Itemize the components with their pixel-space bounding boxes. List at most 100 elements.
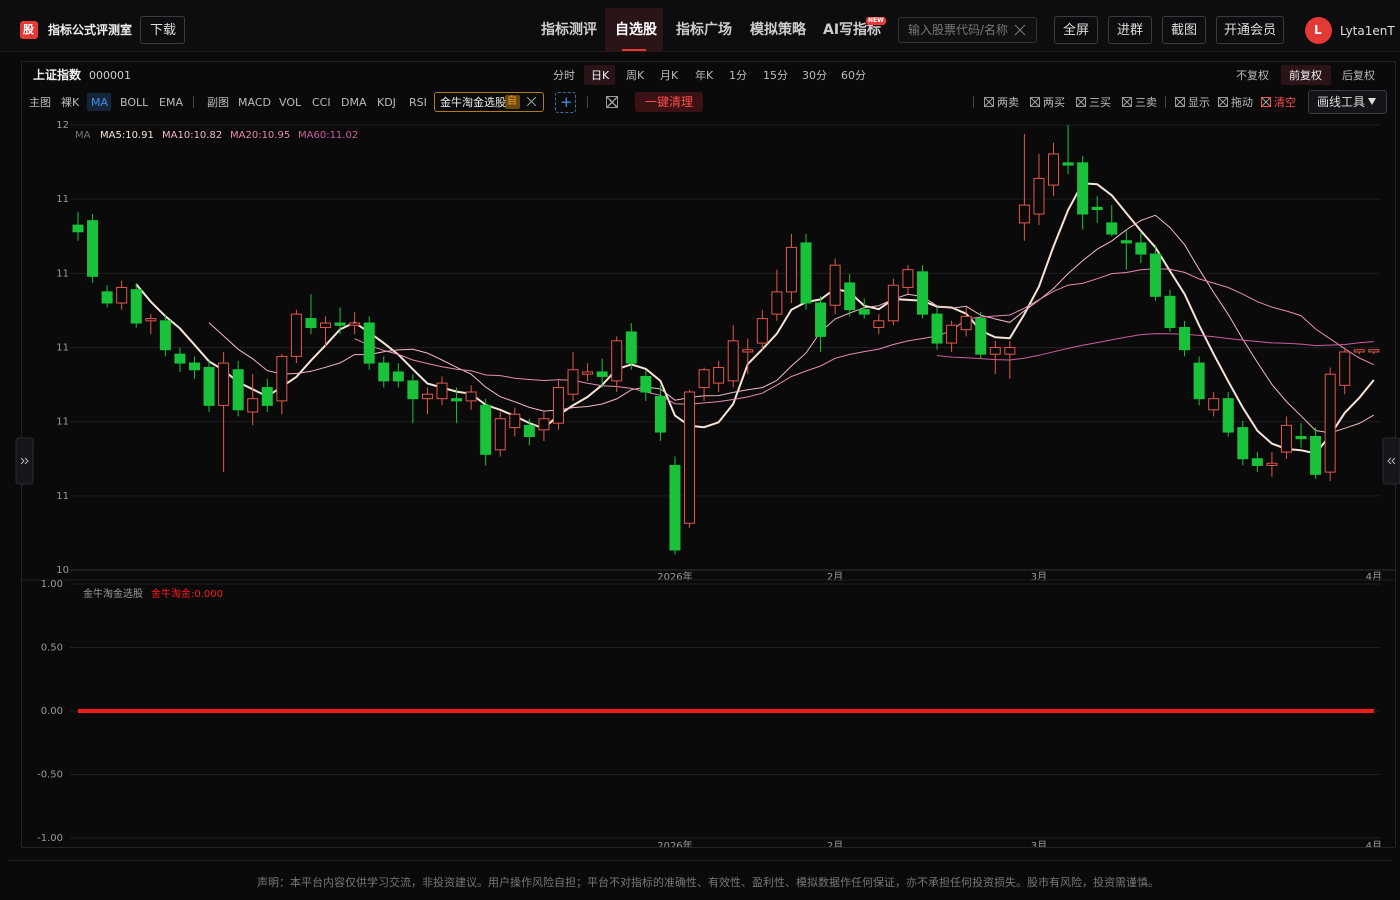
clear-button[interactable] (635, 92, 703, 112)
formula-tag[interactable] (434, 92, 544, 112)
candle-body (931, 313, 943, 344)
period-item[interactable]: 分时 (553, 69, 575, 82)
y-tick-label: 10 (56, 565, 69, 576)
add-button[interactable] (555, 92, 576, 113)
candle-body (1368, 349, 1380, 353)
index-name: 上证指数 (33, 68, 82, 82)
period-item[interactable]: 15分 (763, 69, 788, 82)
candle-body (1266, 462, 1278, 466)
indicator-item[interactable]: CCI (312, 96, 331, 109)
y-tick-label: 11 (56, 491, 69, 502)
nav-item[interactable]: 指标测评 (541, 22, 597, 38)
x-tick-label: 2月 (827, 840, 843, 852)
nav-item[interactable]: AI写指标 (823, 22, 882, 38)
index-code: 000001 (89, 69, 131, 82)
period-item[interactable]: 60分 (841, 69, 866, 82)
checkbox[interactable] (1175, 97, 1185, 107)
candle-body (698, 369, 710, 389)
candle-body (523, 424, 535, 437)
candle-body (1149, 253, 1161, 297)
formula-tag-text: 金牛淘金选股 (440, 96, 506, 109)
candle-body (421, 393, 433, 400)
candle-body (1091, 206, 1103, 211)
header-button[interactable]: 全屏 (1054, 16, 1098, 44)
y-tick-label: 1.00 (41, 579, 63, 590)
candle-body (1120, 240, 1132, 244)
clear-button[interactable]: 一键清理 (645, 95, 694, 109)
y-tick-label: 11 (56, 268, 69, 279)
candle-body (538, 418, 550, 431)
indicator-item[interactable]: DMA (341, 96, 367, 109)
nav-item[interactable]: 自选股 (615, 22, 657, 38)
indicator-item[interactable]: BOLL (120, 96, 149, 109)
period-item[interactable]: 周K (626, 69, 645, 82)
candle-body (116, 286, 128, 304)
checkbox[interactable] (1218, 97, 1228, 107)
checkbox[interactable] (984, 97, 994, 107)
add-button[interactable]: + (560, 93, 573, 111)
period-item[interactable]: 日K (591, 69, 610, 82)
draw-tools-button[interactable] (1308, 90, 1387, 114)
avatar[interactable] (1305, 17, 1332, 44)
indicator-item[interactable]: VOL (279, 96, 302, 109)
adjust-active-bg (1281, 65, 1331, 85)
candle-body (669, 464, 681, 551)
draw-tools-button[interactable]: 画线工具 (1317, 95, 1366, 109)
candle-body (1135, 242, 1147, 255)
indicator-item[interactable]: EMA (159, 96, 183, 109)
nav-underline (622, 49, 646, 51)
indicator-item[interactable]: MACD (238, 96, 271, 109)
adjust-item[interactable]: 前复权 (1289, 69, 1322, 82)
header-button[interactable]: 开通会员 (1216, 16, 1284, 44)
candle-body (989, 347, 1001, 355)
separator (193, 96, 194, 108)
separator (587, 96, 588, 108)
header-button[interactable]: 进群 (1108, 16, 1152, 44)
candle-body (727, 340, 739, 382)
indicator-item[interactable]: KDJ (377, 96, 396, 109)
indicator-item[interactable]: 裸K (61, 96, 80, 109)
badge-bg (505, 95, 520, 109)
close-icon[interactable] (527, 97, 536, 106)
user-name: Lyta1enT (1340, 24, 1395, 38)
search-box[interactable] (898, 17, 1037, 43)
ma-title: MA (75, 130, 91, 141)
period-item[interactable]: 月K (660, 69, 679, 82)
indicator-item[interactable]: RSI (409, 96, 427, 109)
period-item[interactable]: 年K (695, 69, 714, 82)
candle-body (451, 398, 463, 402)
candle-body (1033, 177, 1045, 215)
candle-body (509, 413, 521, 429)
indicator-item[interactable]: MA (91, 96, 109, 109)
candle-body (756, 318, 768, 344)
candle-body (261, 387, 273, 406)
checkbox[interactable] (1122, 97, 1132, 107)
period-item[interactable]: 1分 (729, 69, 747, 82)
nav-item[interactable]: 指标广场 (676, 22, 732, 38)
download-button[interactable] (140, 16, 185, 44)
candle-body (1062, 162, 1074, 166)
download-button[interactable]: 下载 (150, 23, 177, 38)
y-tick-label: 11 (56, 417, 69, 428)
header-button[interactable]: 截图 (1162, 16, 1206, 44)
adjust-item[interactable]: 不复权 (1236, 69, 1269, 82)
y-tick-label: 11 (56, 194, 69, 205)
separator (1165, 96, 1166, 108)
adjust-item[interactable]: 后复权 (1342, 69, 1375, 82)
x-tick-label: 2026年 (657, 839, 692, 852)
ma-legend: MA60:11.02 (298, 130, 358, 141)
candle-body (1237, 427, 1249, 460)
candle-body (494, 418, 506, 451)
period-active-bg (584, 65, 615, 85)
candle-body (800, 242, 812, 304)
period-item[interactable]: 30分 (802, 69, 827, 82)
nav-item[interactable]: 模拟策略 (750, 22, 806, 38)
checkbox[interactable] (1261, 97, 1271, 107)
candle-body (785, 246, 797, 293)
checkbox[interactable] (1076, 97, 1086, 107)
candle-body (713, 367, 725, 384)
toggle-icon[interactable] (606, 96, 618, 108)
checkbox[interactable] (1030, 97, 1040, 107)
candle-body (946, 324, 958, 344)
